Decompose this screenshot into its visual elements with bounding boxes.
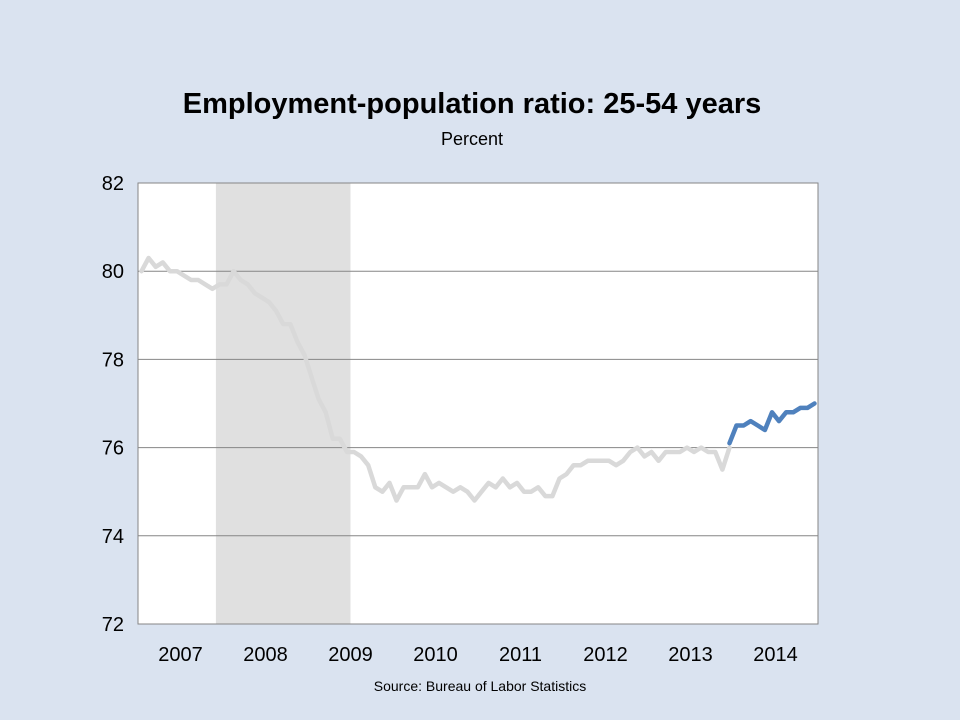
x-tick-label: 2008 — [243, 644, 288, 666]
x-tick-label: 2011 — [499, 644, 542, 666]
x-tick-label: 2010 — [413, 644, 458, 666]
plot-frame — [137, 182, 819, 625]
chart-source: Source: Bureau of Labor Statistics — [373, 678, 587, 694]
chart-subtitle: Percent — [440, 129, 504, 149]
x-tick-label: 2009 — [328, 644, 373, 666]
chart-title: Employment-population ratio: 25-54 years — [182, 88, 762, 120]
y-tick-label: 82 — [102, 173, 124, 195]
y-tick-label: 74 — [102, 526, 124, 548]
x-tick-label: 2013 — [668, 644, 713, 666]
recession-band — [215, 183, 351, 624]
x-tick-label: 2007 — [158, 644, 203, 666]
x-tick-label: 2012 — [583, 644, 628, 666]
y-tick-label: 80 — [102, 261, 124, 283]
series-line-history — [139, 255, 732, 503]
y-tick-label: 78 — [102, 349, 124, 371]
y-tick-label: 72 — [102, 614, 124, 636]
series-line-recent — [727, 401, 817, 446]
x-tick-label: 2014 — [753, 644, 798, 666]
y-tick-label: 76 — [102, 438, 124, 460]
